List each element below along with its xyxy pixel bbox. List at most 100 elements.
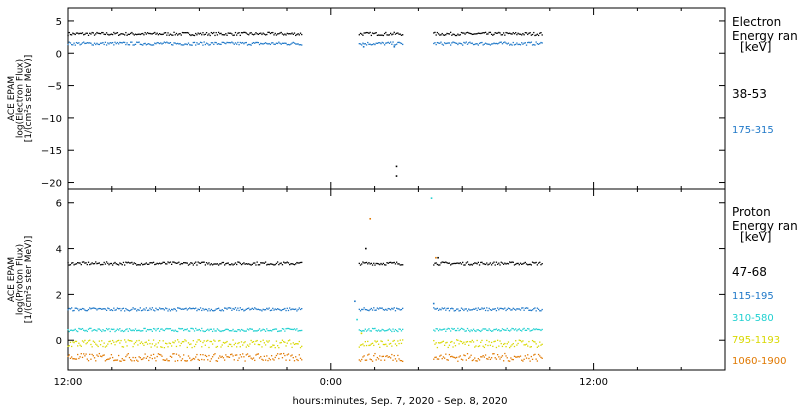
data-point bbox=[110, 262, 113, 265]
data-point bbox=[152, 353, 155, 356]
data-point bbox=[448, 33, 451, 35]
data-point bbox=[261, 329, 263, 331]
data-point bbox=[174, 340, 176, 342]
data-point bbox=[268, 31, 270, 33]
data-point bbox=[254, 343, 256, 345]
data-point bbox=[296, 43, 298, 45]
data-point bbox=[359, 344, 362, 346]
data-point bbox=[518, 43, 520, 45]
data-point bbox=[402, 264, 404, 266]
data-point bbox=[102, 308, 104, 310]
data-point bbox=[136, 310, 138, 312]
data-point bbox=[281, 357, 284, 359]
data-point bbox=[385, 343, 387, 345]
data-point bbox=[120, 330, 122, 332]
data-point bbox=[164, 328, 167, 330]
data-point bbox=[170, 329, 173, 332]
data-point bbox=[527, 41, 529, 44]
data-point bbox=[236, 34, 238, 36]
data-point bbox=[267, 329, 269, 332]
data-point bbox=[496, 32, 499, 34]
data-point bbox=[166, 343, 168, 345]
data-point bbox=[203, 340, 205, 342]
data-point bbox=[445, 353, 447, 355]
data-point bbox=[168, 42, 170, 44]
data-point bbox=[541, 263, 543, 265]
data-point bbox=[283, 261, 285, 263]
data-point bbox=[234, 42, 237, 44]
data-point bbox=[285, 309, 287, 312]
data-point bbox=[501, 355, 504, 357]
data-point bbox=[537, 328, 540, 331]
data-point bbox=[368, 353, 370, 355]
data-point bbox=[195, 356, 197, 358]
data-point bbox=[126, 354, 128, 356]
data-point bbox=[370, 359, 373, 361]
data-point bbox=[214, 353, 216, 355]
data-point bbox=[131, 41, 133, 43]
data-point bbox=[375, 359, 377, 361]
data-point bbox=[375, 329, 377, 332]
data-point bbox=[269, 309, 272, 312]
data-point bbox=[488, 43, 490, 45]
data-point bbox=[496, 263, 499, 265]
data-point bbox=[221, 33, 223, 36]
data-point bbox=[529, 360, 531, 362]
data-point bbox=[158, 353, 161, 356]
data-point bbox=[481, 356, 483, 358]
data-point bbox=[225, 354, 227, 356]
data-point bbox=[399, 339, 401, 341]
data-point bbox=[499, 340, 501, 342]
data-point bbox=[529, 263, 531, 265]
data-point bbox=[193, 345, 196, 348]
data-point bbox=[101, 263, 103, 266]
data-point bbox=[533, 328, 535, 330]
data-point bbox=[183, 44, 185, 46]
data-point bbox=[488, 307, 490, 310]
data-point bbox=[239, 330, 241, 332]
data-point bbox=[382, 355, 385, 358]
data-point bbox=[278, 263, 280, 266]
data-point bbox=[397, 308, 399, 310]
data-point bbox=[186, 360, 188, 362]
data-point bbox=[108, 340, 110, 343]
y-axis-label: ACE EPAMlog(Electron Flux)[1/(cm²s ster … bbox=[7, 55, 34, 142]
data-point bbox=[228, 356, 231, 358]
data-point bbox=[276, 261, 279, 263]
data-point bbox=[469, 41, 471, 43]
data-point bbox=[481, 329, 483, 331]
data-point bbox=[511, 44, 513, 46]
data-point bbox=[437, 358, 440, 360]
data-point bbox=[389, 261, 392, 264]
data-point bbox=[169, 342, 172, 345]
data-point bbox=[280, 262, 282, 264]
data-point bbox=[169, 33, 172, 35]
data-point bbox=[301, 345, 303, 347]
data-point bbox=[231, 353, 233, 355]
data-point bbox=[168, 360, 170, 362]
data-point bbox=[490, 357, 493, 359]
data-point bbox=[505, 329, 507, 331]
data-point bbox=[475, 43, 477, 45]
legend-title-line: Energy ran bbox=[732, 219, 798, 233]
data-point bbox=[525, 307, 528, 309]
data-point bbox=[515, 32, 517, 34]
data-point bbox=[501, 43, 504, 45]
data-point bbox=[249, 343, 251, 345]
data-point bbox=[205, 308, 208, 311]
data-point bbox=[150, 328, 152, 331]
data-point bbox=[435, 308, 437, 310]
data-point bbox=[379, 355, 381, 357]
data-point bbox=[525, 357, 528, 359]
data-point bbox=[162, 33, 164, 35]
data-point bbox=[272, 344, 274, 346]
data-point bbox=[530, 355, 532, 358]
data-point bbox=[149, 356, 151, 359]
data-point bbox=[464, 354, 466, 357]
data-point bbox=[365, 330, 368, 332]
data-point bbox=[156, 32, 158, 34]
data-point bbox=[75, 41, 78, 44]
series-38-53 bbox=[67, 31, 543, 177]
data-point bbox=[248, 345, 250, 347]
data-point bbox=[239, 354, 241, 356]
